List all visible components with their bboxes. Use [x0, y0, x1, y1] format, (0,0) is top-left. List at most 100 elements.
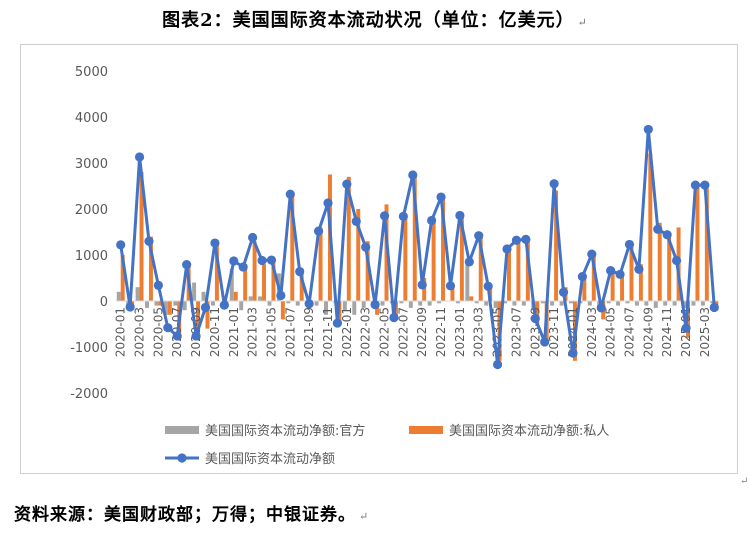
- y-tick-label: -1000: [70, 341, 108, 356]
- bar-official: [192, 282, 197, 301]
- line-point: [615, 269, 625, 279]
- line-point: [229, 256, 239, 266]
- chart-area: -2000 -1000 0 1000 2000 3000 4000 5000 2020-01 20…: [20, 44, 738, 474]
- bar-official: [342, 301, 347, 311]
- line-point: [323, 198, 333, 208]
- bar-official: [512, 301, 517, 306]
- x-tick-label: 2020-03: [133, 307, 147, 357]
- bar-private: [450, 287, 455, 301]
- y-tick-label: -2000: [70, 387, 108, 402]
- bar-official: [559, 301, 564, 306]
- line-point: [540, 337, 550, 347]
- bar-official: [295, 301, 300, 306]
- bar-private: [205, 301, 210, 329]
- y-tick-label: 2000: [75, 203, 108, 218]
- line-point: [257, 255, 267, 266]
- series-line-total: [119, 127, 716, 366]
- bar-private: [412, 176, 417, 301]
- line-point: [389, 312, 399, 323]
- legend-label-total: 美国国际资本流动净额: [205, 452, 335, 467]
- bar-private: [667, 236, 672, 301]
- bar-private: [441, 199, 446, 301]
- bar-official: [521, 301, 526, 306]
- source-note: 资料来源：美国财政部；万得；中银证券。 ↵: [14, 500, 369, 525]
- bar-private: [356, 209, 361, 301]
- line-point: [238, 262, 248, 272]
- x-tick-label: 2021-03: [246, 307, 260, 357]
- bar-official: [229, 268, 234, 301]
- line-point: [427, 215, 437, 226]
- bar-private: [422, 278, 427, 301]
- line-point: [351, 216, 361, 227]
- bar-official: [493, 301, 498, 308]
- line-point: [606, 266, 616, 276]
- line-point: [172, 331, 182, 341]
- bar-private: [233, 291, 238, 301]
- x-tick-label: 2021-05: [264, 307, 278, 357]
- line-point: [182, 260, 192, 270]
- line-point: [483, 281, 493, 291]
- x-tick-label: 2020-11: [208, 307, 222, 357]
- line-point: [370, 300, 380, 310]
- bar-private: [252, 241, 257, 301]
- bar-official: [465, 264, 470, 301]
- y-tick-label: 0: [100, 295, 108, 310]
- line-point: [643, 124, 653, 135]
- bar-private: [290, 195, 295, 301]
- line-point: [332, 318, 343, 328]
- line-point: [530, 313, 540, 324]
- line-point: [361, 242, 371, 252]
- line-point: [398, 211, 408, 221]
- y-tick-label: 1000: [75, 249, 108, 264]
- line-point: [125, 302, 135, 312]
- bar-official: [286, 301, 291, 304]
- line-point: [436, 192, 446, 202]
- legend-swatch-private: [409, 426, 443, 434]
- chart-svg: -2000 -1000 0 1000 2000 3000 4000 5000 2020-01 20…: [70, 65, 719, 467]
- bar-official: [672, 301, 677, 306]
- line-point: [474, 231, 484, 241]
- x-tick-label: 2021-09: [302, 307, 316, 357]
- bar-official: [399, 301, 404, 304]
- bar-official: [248, 296, 253, 301]
- line-point: [587, 249, 597, 259]
- bar-private: [120, 255, 125, 301]
- bar-official: [691, 301, 696, 306]
- line-point: [266, 255, 277, 265]
- bar-private: [657, 222, 662, 301]
- bar-private: [148, 236, 153, 301]
- bar-private: [582, 278, 587, 301]
- line-point: [502, 244, 512, 254]
- line-point: [700, 180, 710, 190]
- legend-swatch-official: [165, 426, 199, 434]
- line-point: [634, 264, 644, 274]
- x-tick-label: 2022-09: [415, 307, 429, 357]
- chart-title: 图表2：美国国际资本流动状况（单位：亿美元） ↵: [0, 6, 750, 32]
- bar-official: [145, 301, 149, 308]
- line-point: [408, 170, 418, 180]
- y-tick-label: 5000: [75, 65, 108, 80]
- line-point: [191, 331, 201, 341]
- bar-official: [408, 301, 413, 308]
- x-tick-label: 2022-01: [340, 307, 354, 357]
- line-point: [210, 238, 220, 248]
- line-point: [144, 236, 154, 246]
- line-point: [492, 359, 503, 370]
- bar-private: [403, 218, 408, 301]
- line-point: [709, 302, 719, 313]
- x-tick-label: 2021-07: [283, 307, 297, 357]
- line-point: [672, 255, 682, 266]
- line-point: [624, 239, 635, 250]
- line-point: [662, 230, 672, 240]
- line-point: [596, 303, 606, 313]
- line-point: [511, 235, 522, 245]
- bar-private: [365, 241, 370, 301]
- line-point: [379, 211, 390, 221]
- x-tick-label: 2023-07: [509, 307, 523, 357]
- bar-official: [663, 301, 668, 306]
- line-point: [455, 210, 465, 221]
- bar-private: [280, 301, 285, 320]
- line-point: [134, 152, 145, 162]
- bar-official: [474, 301, 479, 304]
